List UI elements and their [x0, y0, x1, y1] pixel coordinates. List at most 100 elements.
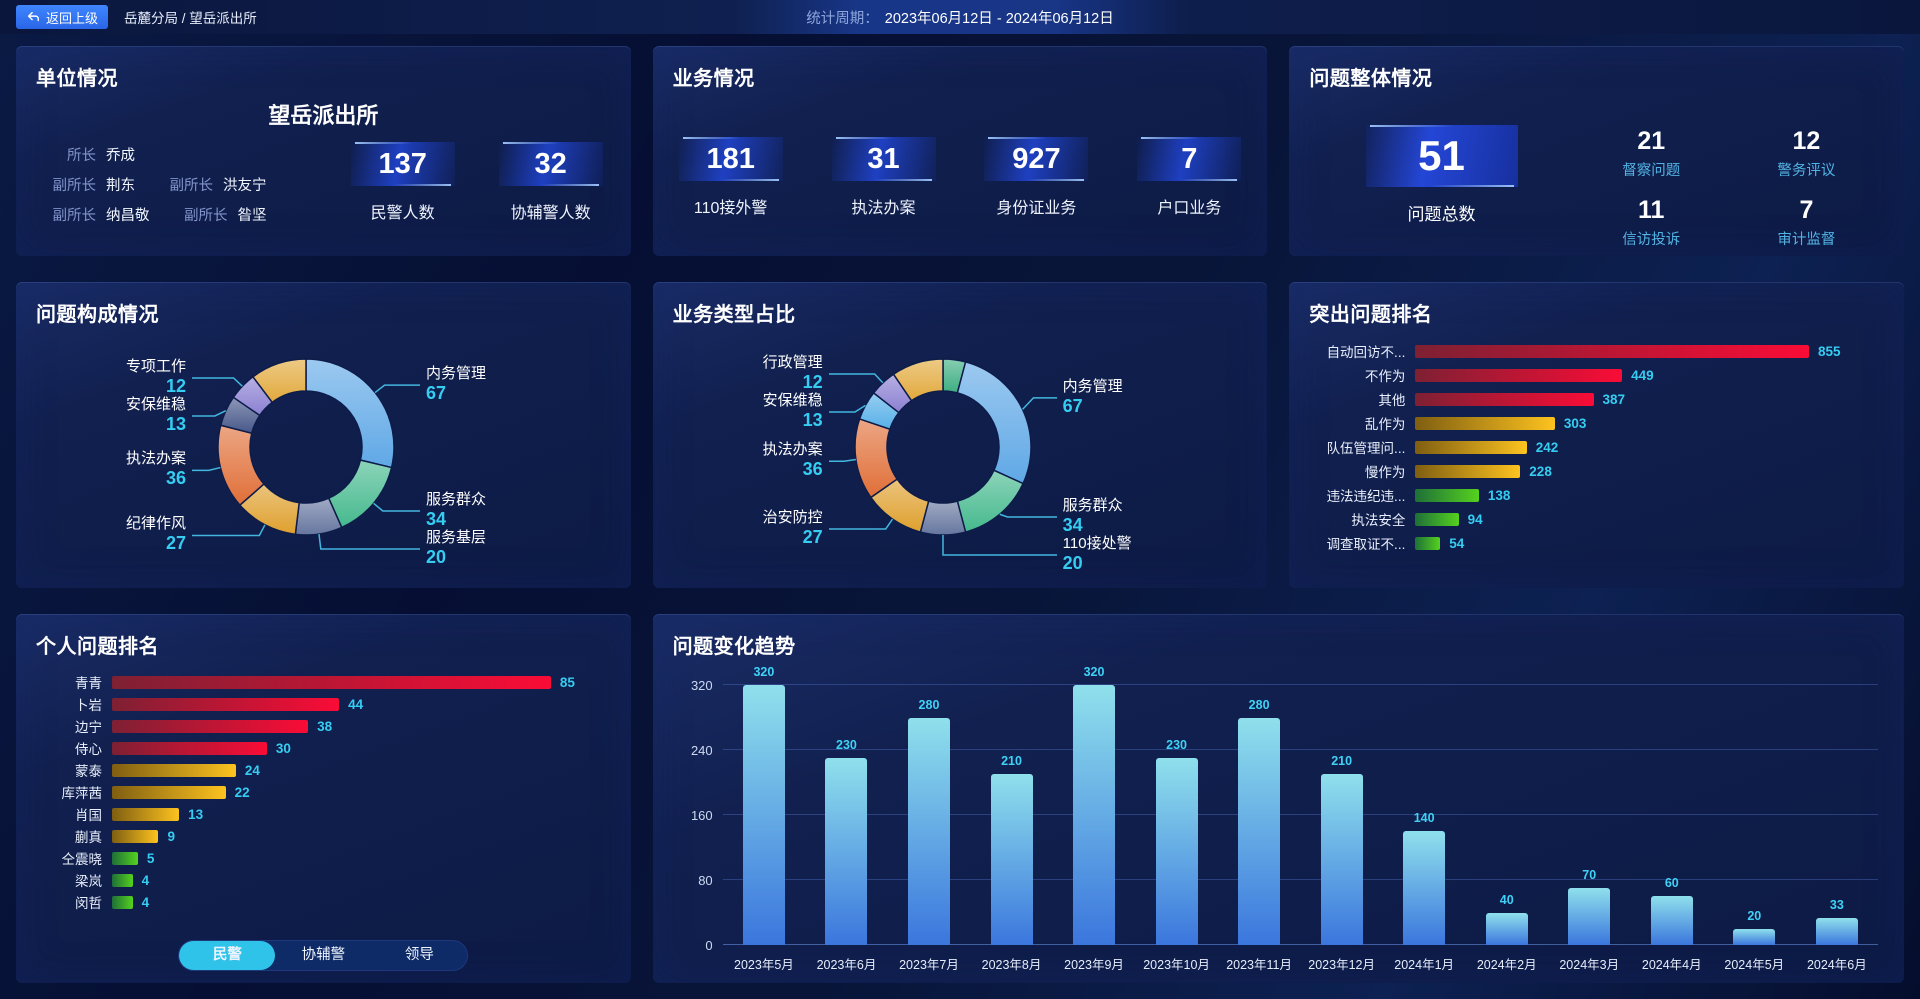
bar[interactable]	[112, 675, 551, 689]
trend-bar[interactable]	[825, 758, 868, 945]
panel-unit-overview: 单位情况 望岳派出所 所长 乔成 副所长 荆东 副所长 洪友宁 副所长 纳昌敬 副所长 昝坚 13…	[16, 46, 631, 256]
donut-label-name: 执法办案	[125, 450, 186, 468]
hbar-row: 违法违纪违... 138	[1309, 483, 1884, 507]
problem-source-label: 督察问题	[1622, 163, 1681, 179]
bar-value-label: 60	[1664, 876, 1679, 891]
tab-2[interactable]: 领导	[404, 947, 434, 963]
y-axis-label: 160	[690, 808, 713, 824]
trend-bar[interactable]	[907, 717, 950, 945]
kpi-block: 7 户口业务	[1137, 137, 1242, 218]
bar[interactable]	[1415, 368, 1623, 382]
donut-segment[interactable]	[327, 459, 393, 529]
back-button[interactable]: 返回上级	[16, 5, 109, 29]
total-problems-block: 51 问题总数	[1309, 125, 1573, 249]
bar[interactable]	[1415, 536, 1441, 550]
bar[interactable]	[112, 851, 138, 865]
bar[interactable]	[112, 895, 133, 909]
bar[interactable]	[1415, 392, 1594, 406]
total-problems-label: 问题总数	[1407, 205, 1476, 224]
roster-entry: 所长 乔成	[38, 144, 135, 165]
donut-leader-line	[828, 518, 893, 530]
roster-entry: 副所长 洪友宁	[155, 174, 267, 195]
hbar-row: 边宁 38	[36, 715, 611, 737]
hbar-row: 梁岚 4	[36, 869, 611, 891]
tab-1[interactable]: 协辅警	[301, 947, 346, 963]
bar-track: 4	[112, 873, 611, 888]
trend-bar[interactable]	[1485, 912, 1528, 945]
dashboard-grid: 单位情况 望岳派出所 所长 乔成 副所长 荆东 副所长 洪友宁 副所长 纳昌敬 副所长 昝坚 13…	[0, 34, 1920, 999]
bar-category-label: 卜岩	[75, 698, 102, 713]
period-label: 统计周期：	[806, 10, 879, 27]
trend-bar[interactable]	[1155, 758, 1198, 945]
bar[interactable]	[1415, 416, 1555, 430]
topbar: 返回上级 岳麓分局 / 望岳派出所 统计周期： 2023年06月12日 - 20…	[0, 0, 1920, 34]
roster-name: 昝坚	[237, 208, 267, 224]
bar[interactable]	[112, 829, 159, 843]
trend-bar[interactable]	[1568, 888, 1611, 945]
bar-track: 30	[112, 741, 611, 756]
roster-role: 副所长	[184, 208, 228, 224]
trend-bar[interactable]	[1733, 928, 1776, 945]
bar-value-label: 387	[1602, 391, 1626, 407]
panel-personal-ranking: 个人问题排名 青青 85 卜岩 44 边宁 38 侍心 30 蒙泰 24 库萍茜 22 肖国 13 蒯真 9 仝…	[16, 614, 631, 983]
bar[interactable]	[112, 697, 340, 711]
donut-label-name: 服务群众	[426, 490, 487, 508]
bar[interactable]	[112, 719, 309, 733]
bar[interactable]	[1415, 488, 1479, 502]
bar[interactable]	[112, 741, 267, 755]
bar-track: 449	[1415, 368, 1884, 383]
breadcrumb[interactable]: 岳麓分局 / 望岳派出所	[124, 11, 257, 26]
bar[interactable]	[112, 807, 180, 821]
donut-segment[interactable]	[892, 358, 944, 402]
bar-category-label: 调查取证不...	[1326, 537, 1406, 552]
bar-track: 94	[1415, 512, 1884, 527]
donut-label: 专项工作 12	[36, 357, 186, 397]
bar[interactable]	[112, 873, 133, 887]
trend-bar[interactable]	[1238, 717, 1281, 945]
bar[interactable]	[112, 763, 236, 777]
problem-source-value: 21	[1637, 127, 1666, 155]
bar-value-label: 320	[1083, 665, 1105, 680]
bar-track: 4	[112, 895, 611, 910]
y-axis-label: 240	[690, 743, 713, 759]
trend-bar[interactable]	[1073, 685, 1116, 945]
donut-leader-line	[192, 410, 227, 417]
bar-category-label: 侍心	[75, 742, 102, 757]
hbar-row: 自动回访不... 855	[1309, 339, 1884, 363]
donut-label: 行政管理 12	[673, 353, 823, 393]
bar-value-label: 855	[1818, 343, 1841, 359]
bar[interactable]	[112, 785, 226, 799]
bar[interactable]	[1415, 344, 1809, 358]
bar[interactable]	[1415, 464, 1521, 478]
x-axis-label: 2023年7月	[899, 958, 959, 972]
bar[interactable]	[1415, 512, 1459, 526]
trend-bar[interactable]	[1403, 831, 1446, 945]
donut-segment[interactable]	[956, 361, 1032, 485]
bar-track: 9	[112, 829, 611, 844]
kpi-value: 31	[831, 137, 936, 181]
trend-bar[interactable]	[1650, 896, 1693, 945]
bar-track: 54	[1415, 536, 1884, 551]
bar-value-label: 20	[1747, 908, 1762, 923]
donut-segment[interactable]	[251, 358, 307, 404]
personal-ranking-bars: 青青 85 卜岩 44 边宁 38 侍心 30 蒙泰 24 库萍茜 22 肖国 13 蒯真 9 仝震晓 5 梁岚 4 闵…	[36, 671, 611, 913]
personnel-type-tabs: 民警 协辅警 领导	[179, 941, 468, 970]
back-icon	[27, 11, 39, 22]
tab-0[interactable]: 民警	[179, 941, 276, 970]
trend-bar[interactable]	[990, 774, 1033, 945]
x-axis-label: 2024年3月	[1559, 958, 1620, 972]
trend-bar[interactable]	[742, 685, 785, 945]
bar[interactable]	[1415, 440, 1527, 454]
bar-value-label: 4	[141, 872, 150, 888]
bar-track: 242	[1415, 440, 1884, 455]
problem-source-label: 信访投诉	[1622, 232, 1681, 248]
donut-segment[interactable]	[956, 469, 1024, 533]
trend-plot: 320 230 280 210 320 230 280 210 140 40 70 60 20 33	[722, 665, 1878, 945]
donut-label-value: 34	[426, 508, 447, 529]
bar-value-label: 85	[559, 674, 575, 690]
kpi-block: 32 协辅警人数	[498, 142, 603, 223]
donut-segment[interactable]	[305, 358, 395, 469]
trend-bar[interactable]	[1815, 918, 1858, 945]
bar-category-label: 其他	[1378, 393, 1406, 408]
trend-bar[interactable]	[1320, 774, 1363, 945]
